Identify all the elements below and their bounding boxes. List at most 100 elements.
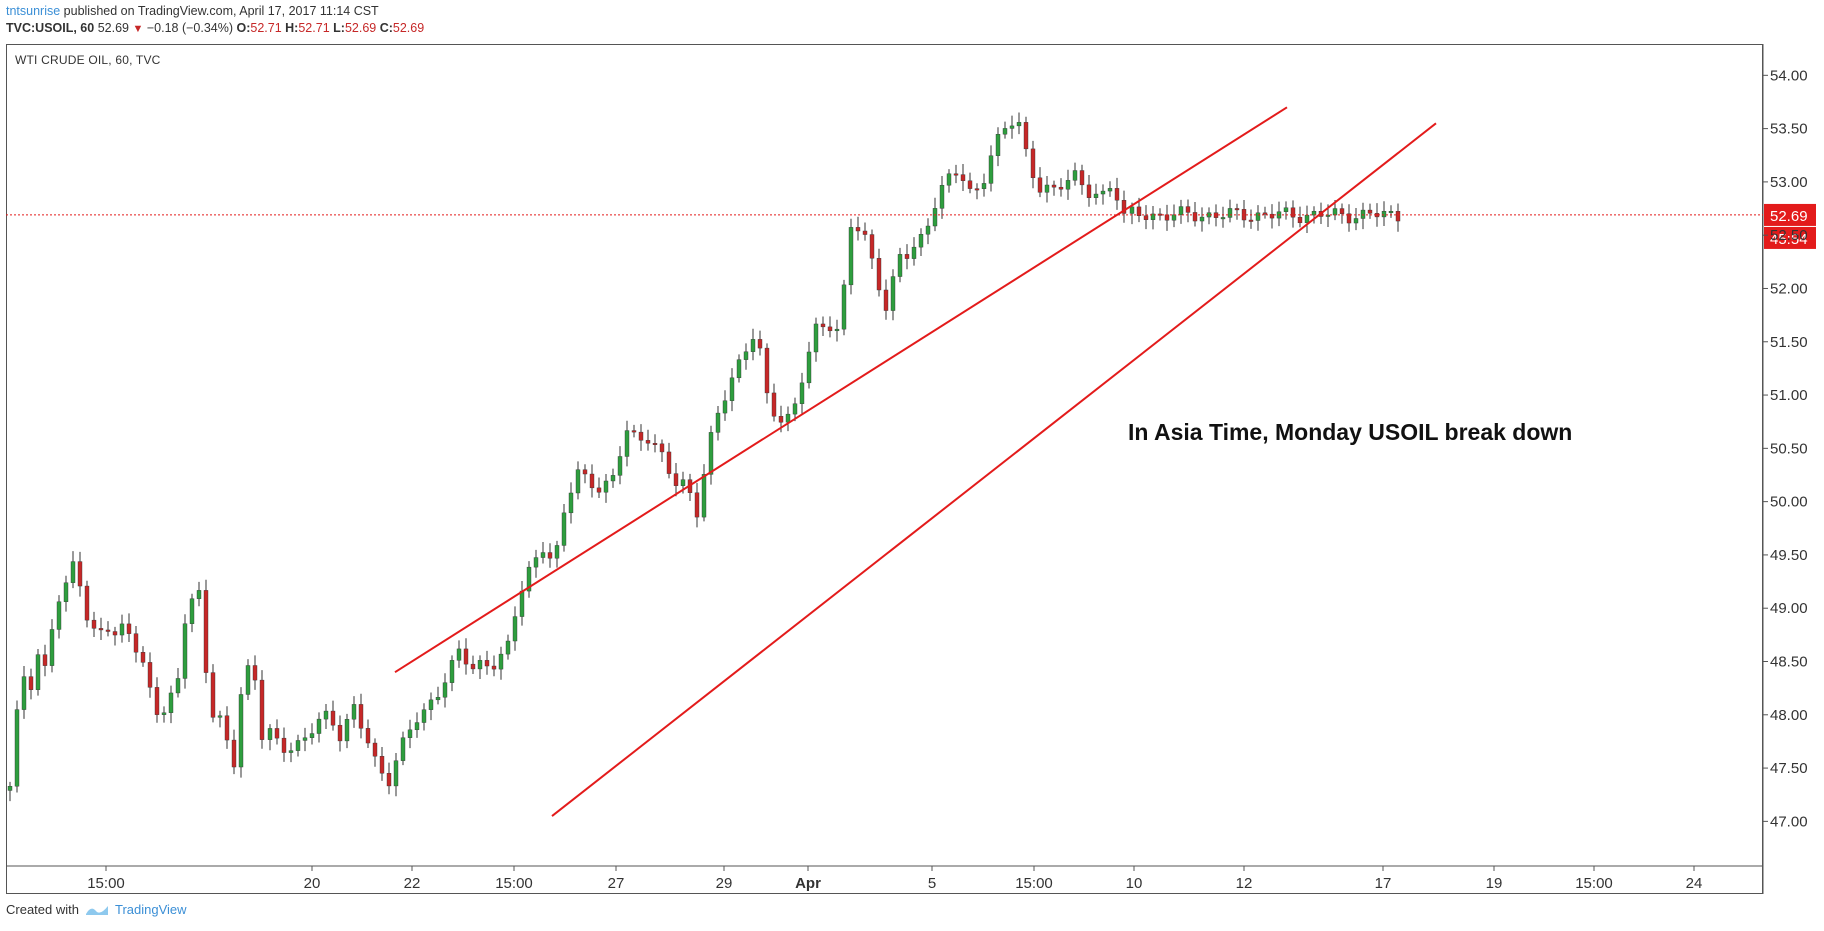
price-tick-label: 54.00 [1770,67,1808,84]
candle-body [1171,214,1177,221]
price-tick-label: 52.00 [1770,280,1808,297]
candle-body [911,246,917,259]
candle-body [673,473,679,486]
price-axis[interactable]: 54.00 53.50 53.00 52.50 52.00 51.50 51.00 50.50… [1763,67,1808,830]
candle-body [568,492,574,514]
price-tick-label: 53.50 [1770,121,1808,138]
candle-body [245,665,251,695]
candle-body [645,440,651,444]
price-tick-label: 51.50 [1770,334,1808,351]
time-tick-label: 15:00 [1015,875,1053,892]
candle-body [981,183,987,189]
candle-body [56,601,62,630]
candle-body [1332,208,1338,216]
price-tick-label: 52.50 [1770,227,1808,244]
candle-body [624,430,630,457]
candle-body [841,284,847,330]
candle-body [827,326,833,332]
countdown-label: 45:54 [1770,231,1808,248]
time-tick-label: 17 [1375,875,1392,892]
candle-body [1199,216,1205,222]
candle-body [407,729,413,738]
high-value: 52.71 [298,21,330,35]
candle-body [1381,211,1387,218]
candle-body [238,694,244,768]
chart-annotation[interactable]: In Asia Time, Monday USOIL break down [1128,419,1572,445]
close-value: 52.69 [392,21,425,35]
candle-body [813,323,819,353]
time-tick-label: 29 [716,875,733,892]
candle-body [1269,213,1275,219]
candle-body [49,629,55,666]
candle-body [967,180,973,189]
candle-body [631,430,637,433]
down-arrow-icon: ▼ [132,23,144,35]
candle-body [491,665,497,670]
candle-body [428,699,434,710]
candle-body [1072,170,1078,181]
price-tick-label: 47.50 [1770,760,1808,777]
candle-body [1016,122,1022,127]
candle-body [1178,206,1184,216]
candle-body [960,174,966,181]
candle-body [365,728,371,744]
candle-body [512,616,518,642]
candle-body [1346,213,1352,224]
candle-body [21,676,27,710]
candle-body [175,678,181,694]
candle-body [330,710,336,726]
candle-body [203,590,209,673]
footer: Created with TradingView [6,902,187,917]
candle-body [1234,208,1240,211]
trend-lines[interactable]: 52.69 45:54 [6,106,1816,817]
candle-body [126,623,132,634]
candle-body [98,628,104,631]
last-price: 52.69 [97,21,129,35]
time-axis[interactable]: 15:00 20 22 15:00 27 29 Apr 5 15:00 10 12 17 19 15:00… [87,866,1702,892]
price-tick-label: 48.50 [1770,654,1808,671]
candle-body [358,704,364,729]
candle-body [617,456,623,476]
candle-body [70,561,76,583]
candle-body [1339,208,1345,214]
candle-body [231,739,237,768]
candle-body [435,697,441,701]
candle-body [154,687,160,715]
candle-body [757,339,763,349]
candle-body [708,432,714,475]
candle-body [1121,200,1127,214]
tradingview-link[interactable]: TradingView [114,902,187,917]
candle-body [337,724,343,742]
candle-body [63,582,69,602]
candle-body [1107,188,1113,192]
candle-body [267,728,273,740]
author-link[interactable]: tntsunrise [6,4,61,18]
candle-body [953,173,959,176]
chart-title: WTI CRUDE OIL, 60, TVC [15,53,161,67]
candle-body [561,512,567,546]
candle-body [302,737,308,741]
candle-body [1227,208,1233,218]
candle-body [1353,218,1359,224]
publish-info: tntsunrise published on TradingView.com,… [6,3,379,19]
candle-body [890,276,896,311]
candle-body [1065,180,1071,190]
candle-body [393,760,399,787]
candle-body [1304,214,1310,224]
candle-body [1023,122,1029,150]
candle-body [1262,212,1268,215]
candle-body [182,623,188,679]
candle-body [288,750,294,753]
candle-body [344,719,350,742]
candle-body [217,715,223,718]
candle-body [323,710,329,720]
candle-body [659,443,665,453]
candle-body [77,561,83,587]
candle-body [582,469,588,475]
candle-body [799,382,805,404]
candle-body [224,715,230,741]
candle-body [785,413,791,423]
countdown-badge [1764,226,1816,249]
candle-body [918,234,924,248]
